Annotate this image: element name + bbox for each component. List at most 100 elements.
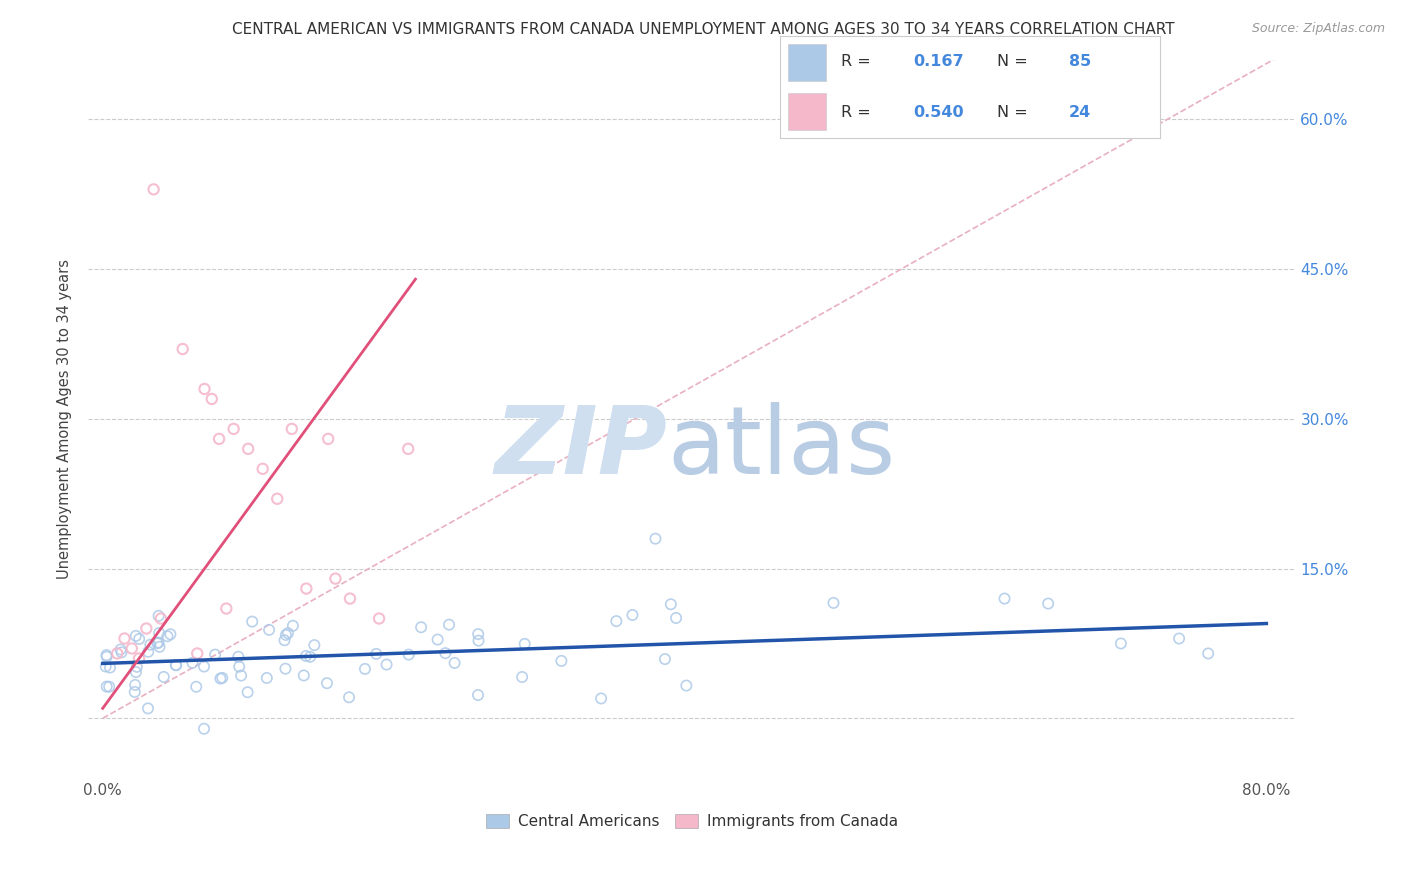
Point — [152, 670, 174, 684]
Y-axis label: Unemployment Among Ages 30 to 34 years: Unemployment Among Ages 30 to 34 years — [58, 259, 72, 579]
Point — [316, 432, 339, 446]
Point — [208, 432, 231, 446]
Point — [215, 601, 238, 615]
Text: N =: N = — [997, 104, 1032, 120]
Point — [316, 676, 339, 690]
Text: N =: N = — [997, 54, 1032, 70]
Point — [274, 662, 297, 676]
Point — [281, 619, 304, 633]
Point — [201, 392, 224, 406]
Text: 0.167: 0.167 — [914, 54, 965, 70]
Point — [139, 638, 162, 652]
Text: CENTRAL AMERICAN VS IMMIGRANTS FROM CANADA UNEMPLOYMENT AMONG AGES 30 TO 34 YEAR: CENTRAL AMERICAN VS IMMIGRANTS FROM CANA… — [232, 22, 1174, 37]
Point — [467, 627, 489, 641]
Point — [124, 685, 146, 699]
Point — [644, 532, 666, 546]
Point — [993, 591, 1015, 606]
Point — [299, 649, 322, 664]
Point — [274, 628, 297, 642]
Point — [337, 690, 360, 705]
Point — [304, 638, 326, 652]
Point — [443, 656, 465, 670]
Point — [675, 679, 697, 693]
Point — [467, 688, 489, 702]
Point — [148, 626, 170, 640]
Point — [146, 636, 169, 650]
Point — [354, 662, 377, 676]
Point — [229, 668, 252, 682]
Text: R =: R = — [841, 104, 876, 120]
Point — [396, 442, 419, 456]
Point — [98, 660, 121, 674]
Point — [654, 652, 676, 666]
Point — [228, 659, 250, 673]
Point — [124, 678, 146, 692]
Point — [513, 637, 536, 651]
Point — [172, 342, 194, 356]
Point — [148, 635, 170, 649]
Text: 85: 85 — [1069, 54, 1091, 70]
Point — [226, 649, 249, 664]
Point — [148, 608, 170, 623]
Point — [411, 620, 433, 634]
Point — [252, 462, 274, 476]
Point — [96, 649, 118, 664]
Legend: Central Americans, Immigrants from Canada: Central Americans, Immigrants from Canad… — [479, 807, 904, 835]
Text: atlas: atlas — [668, 401, 896, 493]
Point — [159, 627, 181, 641]
Text: ZIP: ZIP — [495, 401, 668, 493]
Point — [823, 596, 845, 610]
Point — [325, 572, 347, 586]
Point — [437, 617, 460, 632]
Point — [149, 611, 172, 625]
Point — [136, 645, 159, 659]
Point — [236, 442, 259, 456]
Point — [128, 651, 150, 665]
Point — [142, 182, 165, 196]
Point — [273, 633, 295, 648]
Point — [1038, 597, 1060, 611]
Point — [1109, 636, 1132, 650]
Point — [211, 671, 233, 685]
Point — [240, 615, 263, 629]
Point — [186, 647, 208, 661]
Point — [156, 629, 179, 643]
Point — [193, 382, 215, 396]
Point — [181, 656, 204, 670]
Point — [105, 647, 128, 661]
Point — [186, 680, 208, 694]
Point — [236, 685, 259, 699]
Point — [94, 659, 117, 673]
Point — [165, 658, 187, 673]
Point — [467, 633, 489, 648]
Point — [426, 632, 449, 647]
Point — [1197, 647, 1219, 661]
Point — [398, 648, 420, 662]
Point — [121, 641, 143, 656]
Point — [125, 629, 148, 643]
Point — [295, 582, 318, 596]
Point — [148, 640, 170, 654]
Point — [96, 680, 118, 694]
Point — [256, 671, 278, 685]
Point — [136, 701, 159, 715]
Point — [114, 632, 136, 646]
Text: 24: 24 — [1069, 104, 1091, 120]
Point — [665, 611, 688, 625]
Point — [110, 645, 132, 659]
Point — [550, 654, 572, 668]
Point — [128, 632, 150, 646]
Point — [125, 665, 148, 679]
FancyBboxPatch shape — [787, 93, 825, 130]
Point — [292, 668, 315, 682]
Point — [281, 422, 304, 436]
Point — [165, 658, 187, 673]
Point — [339, 591, 361, 606]
Point — [266, 491, 288, 506]
Point — [193, 659, 215, 673]
Point — [135, 622, 157, 636]
Point — [222, 422, 245, 436]
FancyBboxPatch shape — [787, 44, 825, 81]
Point — [295, 648, 318, 663]
Point — [204, 648, 226, 662]
